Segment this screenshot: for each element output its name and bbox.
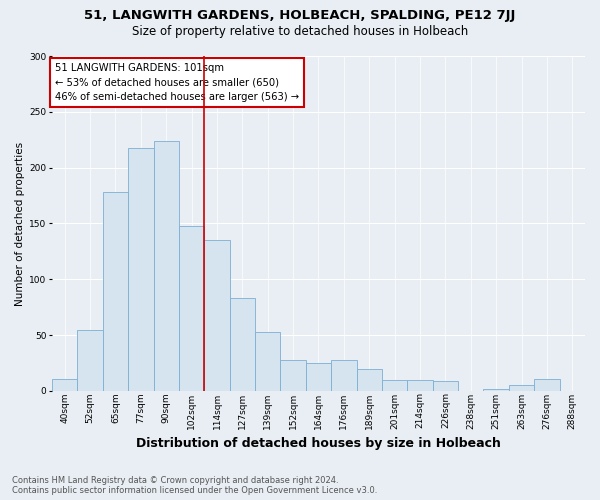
Y-axis label: Number of detached properties: Number of detached properties [15, 142, 25, 306]
Bar [509, 386, 534, 391]
Bar [306, 363, 331, 391]
Bar [103, 192, 128, 391]
Bar [255, 332, 280, 391]
Bar [179, 226, 204, 391]
Text: 51 LANGWITH GARDENS: 101sqm
← 53% of detached houses are smaller (650)
46% of se: 51 LANGWITH GARDENS: 101sqm ← 53% of det… [55, 62, 299, 102]
Text: Contains public sector information licensed under the Open Government Licence v3: Contains public sector information licen… [12, 486, 377, 495]
Bar [484, 388, 509, 391]
Bar [128, 148, 154, 391]
Bar [356, 368, 382, 391]
Bar [407, 380, 433, 391]
Bar [52, 378, 77, 391]
Bar [77, 330, 103, 391]
Bar [534, 378, 560, 391]
Bar [204, 240, 230, 391]
Bar [154, 141, 179, 391]
Bar [280, 360, 306, 391]
Text: Contains HM Land Registry data © Crown copyright and database right 2024.: Contains HM Land Registry data © Crown c… [12, 476, 338, 485]
Text: Size of property relative to detached houses in Holbeach: Size of property relative to detached ho… [132, 25, 468, 38]
Bar [382, 380, 407, 391]
Bar [331, 360, 356, 391]
X-axis label: Distribution of detached houses by size in Holbeach: Distribution of detached houses by size … [136, 437, 501, 450]
Bar [230, 298, 255, 391]
Bar [433, 381, 458, 391]
Text: 51, LANGWITH GARDENS, HOLBEACH, SPALDING, PE12 7JJ: 51, LANGWITH GARDENS, HOLBEACH, SPALDING… [85, 9, 515, 22]
